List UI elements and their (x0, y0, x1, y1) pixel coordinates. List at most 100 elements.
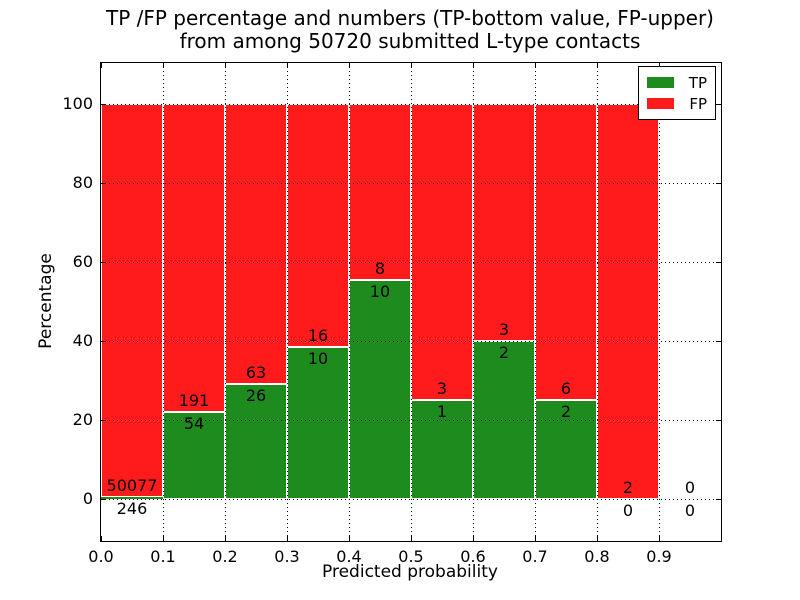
tp-count-label: 1 (436, 402, 448, 422)
gridline-vertical (287, 63, 288, 541)
legend-label-fp: FP (689, 94, 707, 113)
fp-count-label: 2 (622, 478, 634, 498)
gridline-vertical (411, 63, 412, 541)
y-tick-mark (101, 182, 106, 184)
y-tick-label: 0 (82, 489, 93, 509)
x-tick-mark (162, 536, 164, 541)
bar-segment-fp (411, 104, 473, 401)
y-tick-mark (101, 419, 106, 421)
tp-count-label: 54 (183, 414, 205, 434)
x-tick-mark (224, 536, 226, 541)
y-tick-mark-right (716, 261, 721, 263)
x-tick-mark-top (100, 63, 102, 68)
x-tick-mark (658, 536, 660, 541)
fp-count-label: 16 (307, 326, 329, 346)
x-tick-mark (100, 536, 102, 541)
y-tick-mark-right (716, 182, 721, 184)
y-tick-label: 40 (72, 331, 93, 351)
x-tick-mark-top (658, 63, 660, 68)
y-tick-mark-right (716, 103, 721, 105)
y-tick-mark (101, 103, 106, 105)
chart-title: TP /FP percentage and numbers (TP-bottom… (100, 7, 720, 53)
x-tick-mark-top (534, 63, 536, 68)
fp-count-label: 50077 (106, 476, 158, 496)
bar-segment-tp (101, 497, 163, 500)
bar-segment-tp (287, 347, 349, 500)
bar-segment-fp (349, 104, 411, 280)
x-tick-label: 0.6 (460, 547, 486, 566)
tp-count-label: 2 (498, 343, 510, 363)
gridline-vertical (473, 63, 474, 541)
bar-segment-fp (101, 104, 163, 498)
bar-segment-fp (535, 104, 597, 401)
x-tick-label: 0.4 (336, 547, 362, 566)
y-tick-mark-right (716, 340, 721, 342)
x-tick-label: 0.0 (88, 547, 114, 566)
x-tick-mark-top (224, 63, 226, 68)
fp-count-label: 191 (178, 391, 210, 411)
x-tick-label: 0.3 (274, 547, 300, 566)
y-tick-mark-right (716, 419, 721, 421)
fp-count-label: 8 (374, 258, 386, 278)
x-tick-label: 0.8 (584, 547, 610, 566)
x-tick-mark-top (472, 63, 474, 68)
x-tick-mark-top (162, 63, 164, 68)
x-tick-mark (286, 536, 288, 541)
tp-swatch-icon (647, 77, 674, 88)
gridline-vertical (535, 63, 536, 541)
x-tick-mark-top (348, 63, 350, 68)
fp-swatch-icon (647, 98, 674, 109)
bar-segment-tp (163, 412, 225, 500)
y-tick-label: 60 (72, 252, 93, 272)
legend: TP FP (638, 66, 716, 120)
bar-segment-tp (535, 400, 597, 500)
x-tick-label: 0.1 (150, 547, 176, 566)
y-tick-mark (101, 261, 106, 263)
gridline-vertical (225, 63, 226, 541)
y-tick-label: 20 (72, 410, 93, 430)
x-tick-label: 0.7 (522, 547, 548, 566)
tp-count-label: 10 (307, 349, 329, 369)
tp-count-label: 2 (560, 402, 572, 422)
y-tick-mark-right (716, 498, 721, 500)
legend-label-tp: TP (688, 73, 707, 92)
tp-count-label: 0 (622, 501, 634, 521)
y-tick-mark (101, 498, 106, 500)
gridline-vertical (163, 63, 164, 541)
y-tick-label: 80 (72, 173, 93, 193)
bar-segment-tp (411, 400, 473, 500)
x-tick-label: 0.5 (398, 547, 424, 566)
bar-segment-fp (163, 104, 225, 413)
gridline-vertical (659, 63, 660, 541)
legend-entry-tp: TP (647, 72, 707, 93)
x-tick-mark-top (410, 63, 412, 68)
fp-count-label: 0 (684, 478, 696, 498)
bar-segment-fp (473, 104, 535, 342)
chart-title-line1: TP /FP percentage and numbers (TP-bottom… (106, 6, 714, 30)
fp-count-label: 3 (498, 320, 510, 340)
x-tick-mark (596, 536, 598, 541)
x-tick-label: 0.2 (212, 547, 238, 566)
tp-count-label: 26 (245, 385, 267, 405)
x-tick-mark (348, 536, 350, 541)
bar-segment-fp (597, 104, 659, 500)
x-axis-label: Predicted probability (322, 562, 498, 582)
fp-count-label: 6 (560, 379, 572, 399)
x-tick-mark (472, 536, 474, 541)
chart-title-line2: from among 50720 submitted L-type contac… (179, 29, 641, 53)
x-tick-mark-top (286, 63, 288, 68)
x-tick-mark (410, 536, 412, 541)
tp-count-label: 246 (116, 499, 148, 519)
bar-segment-fp (287, 104, 349, 348)
tp-count-label: 10 (369, 281, 391, 301)
x-tick-mark (534, 536, 536, 541)
y-tick-label: 100 (62, 94, 93, 114)
gridline-vertical (597, 63, 598, 541)
fp-count-label: 3 (436, 379, 448, 399)
tp-count-label: 0 (684, 501, 696, 521)
legend-entry-fp: FP (647, 93, 707, 114)
x-tick-mark-top (596, 63, 598, 68)
gridline-vertical (349, 63, 350, 541)
y-tick-mark (101, 340, 106, 342)
